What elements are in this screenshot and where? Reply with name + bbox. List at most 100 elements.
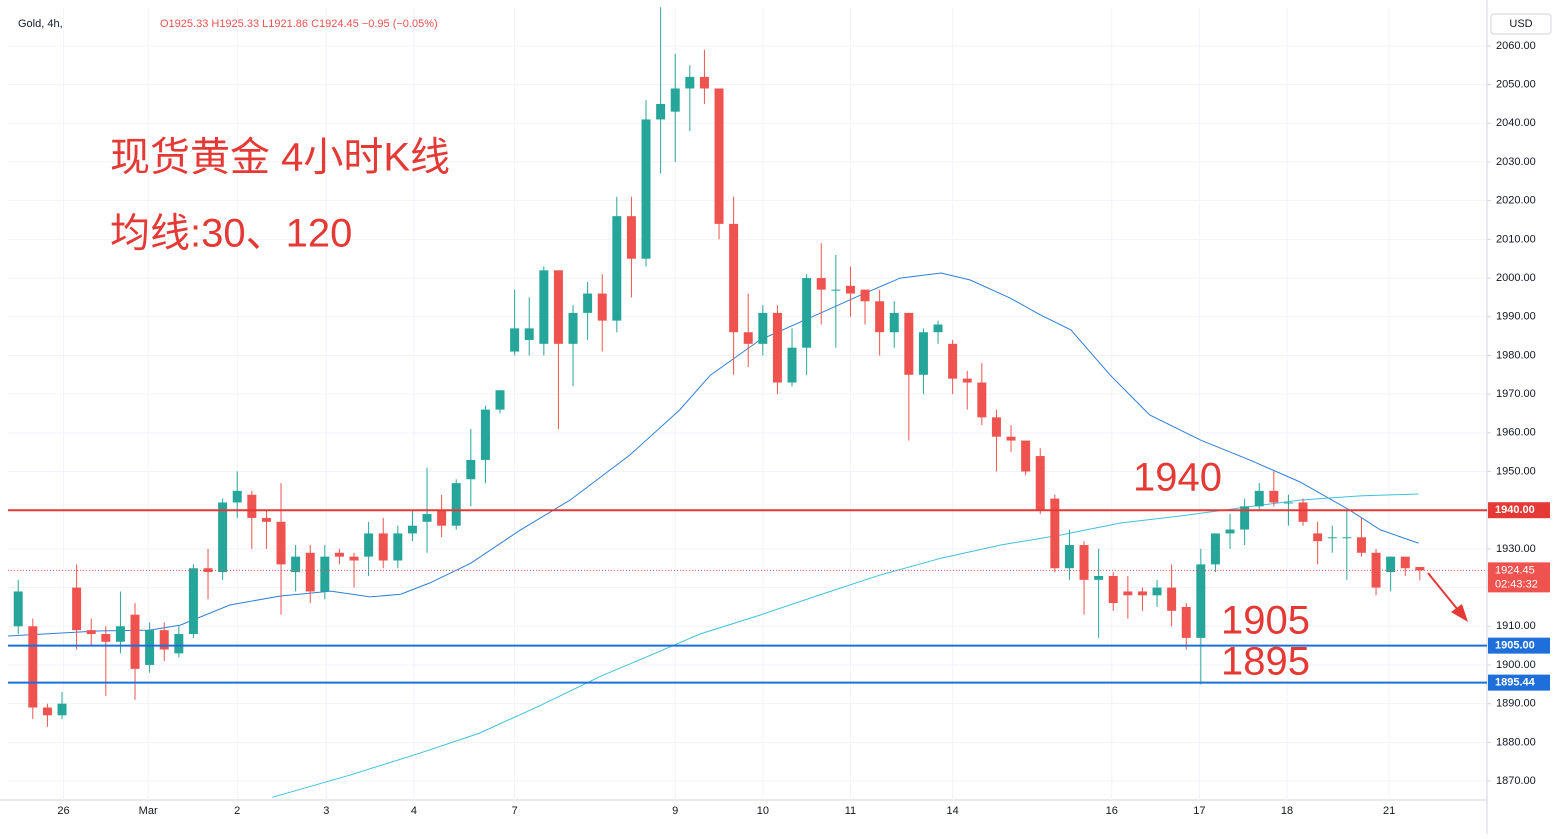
annotation-ma: 均线:30、120 <box>110 212 352 256</box>
x-tick-label: Mar <box>139 805 158 817</box>
candle-body <box>407 525 417 534</box>
candle-body <box>42 707 52 716</box>
candle-body <box>962 378 972 383</box>
candle-body <box>845 285 855 294</box>
price-tag-label: 1905.00 <box>1495 640 1535 652</box>
symbol: Gold, 4h, <box>18 18 63 30</box>
candle-body <box>1400 556 1410 569</box>
candle-body <box>1342 537 1352 539</box>
candle-body <box>948 343 958 379</box>
candle-body <box>714 88 724 224</box>
candle-body <box>1094 575 1104 580</box>
candle-body <box>247 494 257 518</box>
price-tag <box>1488 637 1550 654</box>
candle-body <box>1210 533 1220 565</box>
candle-body <box>510 328 520 352</box>
candle-body <box>1415 566 1425 571</box>
candle-body <box>1152 587 1162 596</box>
annotation-1940: 1940 <box>1133 456 1222 500</box>
y-tick-label: 2050.00 <box>1496 79 1536 91</box>
y-tick-label: 2040.00 <box>1496 117 1536 129</box>
candle-body <box>1254 490 1264 507</box>
candle-body <box>115 626 125 642</box>
candle-body <box>904 312 914 375</box>
marks <box>7 7 1487 798</box>
candle-body <box>451 483 461 526</box>
candle-body <box>101 634 111 642</box>
candle-body <box>685 76 695 89</box>
candle-body <box>1356 537 1366 553</box>
candle-body <box>174 634 184 654</box>
candle-body <box>612 216 622 321</box>
candle-body <box>1196 564 1206 638</box>
candle-body <box>772 312 782 383</box>
candle-body <box>203 568 213 573</box>
candle-body <box>57 703 67 716</box>
candle-body <box>349 556 359 561</box>
candle-body <box>553 270 563 344</box>
annotation-1905: 1905 <box>1221 599 1310 643</box>
candle-body <box>1240 506 1250 530</box>
candle-body <box>889 312 899 333</box>
candle-body <box>393 533 403 561</box>
candle-body <box>437 510 447 526</box>
candle-body <box>1313 533 1323 542</box>
candle-body <box>597 293 607 321</box>
candle-body <box>743 332 753 344</box>
candle-body <box>831 289 841 291</box>
x-tick-label: 10 <box>757 805 769 817</box>
y-tick-label: 1970.00 <box>1496 388 1536 400</box>
candle-body <box>1298 502 1308 522</box>
x-tick-label: 26 <box>57 805 69 817</box>
candle-body <box>261 517 271 522</box>
candle-body <box>583 293 593 313</box>
countdown-label: 02:43:32 <box>1495 578 1538 590</box>
y-tick-label: 1900.00 <box>1496 659 1536 671</box>
price-tag <box>1488 674 1550 691</box>
candle-body <box>188 568 198 635</box>
ohlc-legend: O1925.33 H1925.33 L1921.86 C1924.45 −0.9… <box>160 18 438 30</box>
y-tick-label: 2030.00 <box>1496 156 1536 168</box>
x-tick-label: 3 <box>323 805 329 817</box>
candle-body <box>626 216 636 259</box>
x-tick-label: 2 <box>234 805 240 817</box>
candle-body <box>334 552 344 557</box>
candle-body <box>276 521 286 565</box>
candle-body <box>378 533 388 561</box>
y-tick-label: 1950.00 <box>1496 465 1536 477</box>
candle-body <box>568 312 578 344</box>
candle-body <box>991 417 1001 437</box>
candle-body <box>218 502 228 573</box>
candle-body <box>816 278 826 290</box>
candle-body <box>1137 591 1147 596</box>
x-tick-label: 17 <box>1193 805 1205 817</box>
y-tick-label: 1870.00 <box>1496 775 1536 787</box>
candle-body <box>1386 556 1396 573</box>
price-tag-label: 1940.00 <box>1495 504 1535 516</box>
price-tag-label: 1895.44 <box>1495 677 1536 689</box>
candle-body <box>787 347 797 383</box>
candle-body <box>159 630 169 650</box>
candle-body <box>130 614 140 669</box>
candle-body <box>480 409 490 460</box>
candle-body <box>860 289 870 302</box>
x-tick-label: 18 <box>1281 805 1293 817</box>
candle-body <box>1050 498 1060 569</box>
candle-body <box>1035 456 1045 511</box>
y-tick-label: 1930.00 <box>1496 543 1536 555</box>
candle-body <box>524 328 534 340</box>
candle-body <box>1108 575 1118 604</box>
candle-body <box>539 270 549 344</box>
candle-body <box>495 390 505 410</box>
candle-body <box>466 459 476 480</box>
x-tick-label: 14 <box>947 805 959 817</box>
price-tag <box>1488 502 1550 519</box>
candle-body <box>305 552 315 592</box>
last-price-label: 1924.45 <box>1495 564 1535 576</box>
arrow <box>1427 572 1468 622</box>
currency-button[interactable] <box>1490 13 1552 35</box>
candle-body <box>758 312 768 344</box>
candle-body <box>641 119 651 259</box>
